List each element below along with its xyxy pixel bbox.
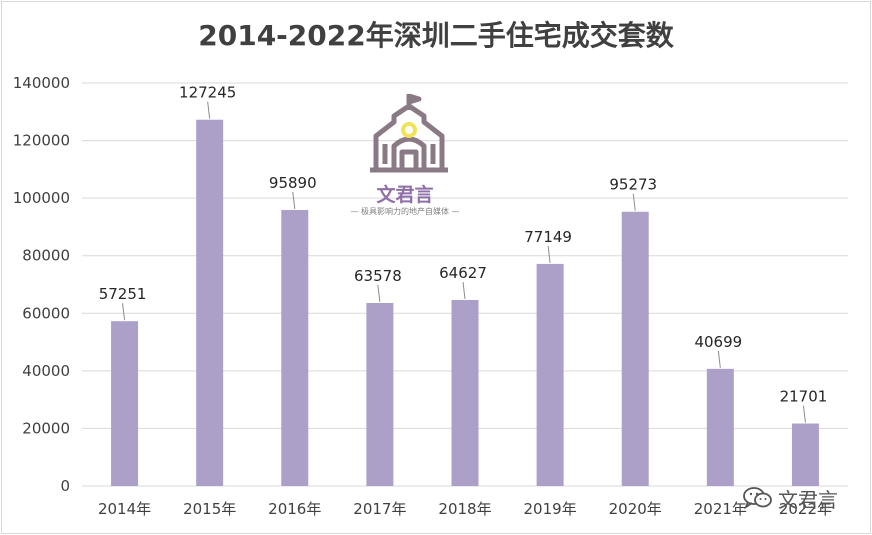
data-label: 57251 (99, 285, 147, 303)
label-leader-line (207, 101, 211, 119)
x-tick-label: 2016年 (268, 500, 321, 518)
label-leader-line (632, 193, 636, 211)
brand-logo: 文君言 — 极具影响力的地产自媒体 — (330, 92, 480, 227)
bar (621, 211, 649, 486)
x-tick-label: 2018年 (438, 500, 491, 518)
label-leader-line (717, 350, 721, 368)
data-labels: 57251 127245 95890 63578 64627 77149 95273 4069… (99, 84, 828, 423)
y-tick-label: 120000 (13, 132, 70, 150)
label-leader-line (292, 191, 296, 210)
data-label: 63578 (354, 267, 402, 285)
x-tick-label: 2019年 (524, 500, 577, 518)
data-label: 95890 (269, 174, 317, 192)
y-tick-label: 0 (60, 477, 70, 495)
data-label: 95273 (609, 176, 657, 194)
data-label: 21701 (780, 388, 828, 406)
label-leader-line (547, 245, 551, 263)
bar (281, 209, 309, 486)
bar (706, 368, 734, 486)
label-leader-line (802, 405, 806, 423)
data-label: 127245 (179, 84, 236, 102)
y-tick-label: 60000 (22, 304, 70, 322)
bar (791, 423, 819, 486)
x-tick-label: 2021年 (694, 500, 747, 518)
x-axis-ticks: 2014年 2015年 2016年 2017年 2018年 2019年 2020年 2021年… (98, 500, 832, 518)
bar (366, 302, 394, 486)
x-tick-label: 2015年 (183, 500, 236, 518)
bar (111, 321, 139, 486)
x-tick-label: 2017年 (353, 500, 406, 518)
y-tick-label: 80000 (22, 247, 70, 265)
x-tick-label: 2022年 (779, 500, 832, 518)
watermark-text: 文君言 (778, 487, 838, 512)
x-tick-label: 2014年 (98, 500, 151, 518)
y-tick-label: 140000 (13, 74, 70, 92)
brand-name: 文君言 (376, 184, 434, 206)
label-leader-line (462, 281, 466, 300)
data-label: 64627 (439, 264, 487, 282)
chart-title: 2014-2022年深圳二手住宅成交套数 (198, 19, 674, 52)
y-axis-ticks: 0 20000 40000 60000 80000 100000 120000 140000 (13, 74, 70, 495)
y-tick-label: 20000 (22, 419, 70, 437)
bar (451, 299, 479, 486)
y-tick-label: 100000 (13, 189, 70, 207)
x-tick-label: 2020年 (609, 500, 662, 518)
bar (196, 119, 224, 486)
label-leader-line (377, 284, 381, 303)
wechat-icon (743, 487, 772, 510)
data-label: 77149 (524, 228, 572, 246)
bar (536, 263, 564, 486)
label-leader-line (122, 303, 126, 321)
data-label: 40699 (694, 333, 742, 351)
y-tick-label: 40000 (22, 362, 70, 380)
bars (111, 119, 819, 486)
school-building-icon (370, 93, 448, 173)
brand-tagline: — 极具影响力的地产自媒体 — (350, 207, 460, 216)
wechat-watermark: 文君言 (742, 484, 838, 512)
